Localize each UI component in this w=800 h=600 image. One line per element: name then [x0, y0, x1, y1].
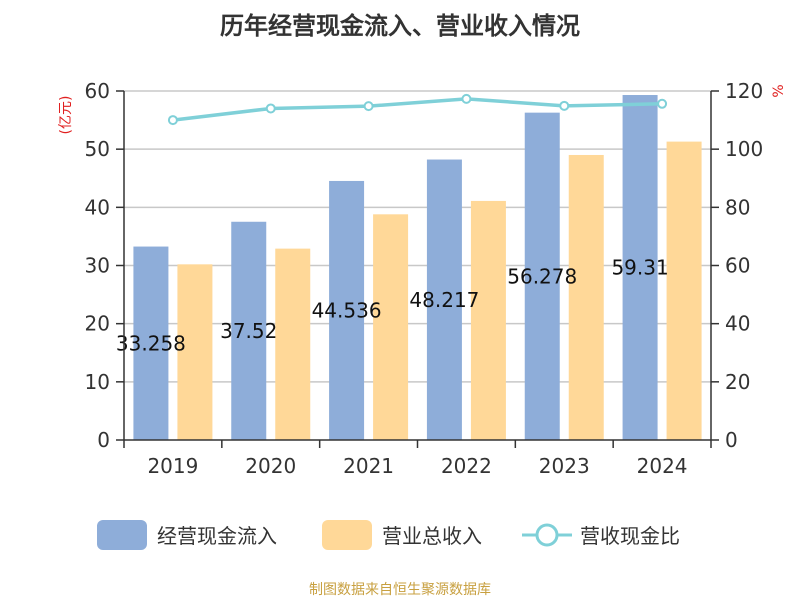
bar-营业总收入-2022	[470, 200, 506, 440]
bar-营业总收入-2019	[177, 264, 213, 440]
line-point-2021	[363, 101, 374, 112]
data-label: 37.52	[220, 319, 277, 343]
bar-经营现金流入-2023	[524, 112, 560, 441]
line-point-2019	[167, 115, 178, 126]
left-axis-tick-label: 50	[85, 137, 110, 161]
bar-经营现金流入-2020	[231, 221, 267, 440]
right-axis-tick-label: 80	[725, 195, 750, 219]
legend-swatch-营业总收入	[322, 520, 372, 550]
bar-series-group	[133, 95, 702, 441]
bar-营业总收入-2023	[568, 154, 604, 440]
right-axis-tick-label: 20	[725, 370, 750, 394]
right-axis-tick-label: 40	[725, 312, 750, 336]
left-axis-tick-label: 30	[85, 254, 110, 278]
line-point-2023	[559, 100, 570, 111]
legend-swatch-经营现金流入	[97, 520, 147, 550]
right-axis-tick-label: 0	[725, 428, 738, 452]
bar-经营现金流入-2024	[622, 95, 658, 441]
line-point-2022	[461, 93, 472, 104]
bar-营业总收入-2020	[275, 248, 311, 440]
legend-label-营收现金比: 营收现金比	[580, 524, 680, 548]
x-axis-tick-label: 2020	[245, 454, 296, 478]
data-label: 56.278	[507, 264, 577, 288]
x-axis-tick-label: 2019	[147, 454, 198, 478]
left-axis-tick-label: 40	[85, 195, 110, 219]
line-point-2024	[657, 98, 668, 109]
right-axis-unit: %	[771, 84, 787, 97]
line-营收现金比	[172, 97, 663, 122]
source-note: 制图数据来自恒生聚源数据库	[309, 582, 491, 598]
axes-group: (亿元) % 0 10 20 30 40 50 60 0 20 40 60 80 100 120 2019 2…	[58, 79, 787, 478]
legend-label-经营现金流入: 经营现金流入	[157, 524, 277, 548]
data-label: 59.31	[611, 256, 668, 280]
bar-营业总收入-2021	[373, 214, 409, 440]
bar-经营现金流入-2019	[133, 246, 169, 440]
line-point-2020	[265, 103, 276, 114]
left-axis-unit: (亿元)	[58, 96, 74, 135]
bar-营业总收入-2024	[666, 141, 702, 441]
data-label: 33.258	[116, 331, 186, 355]
x-axis-tick-label: 2024	[637, 454, 688, 478]
right-axis-tick-label: 60	[725, 254, 750, 278]
right-axis-tick-label: 100	[725, 137, 763, 161]
legend-label-营业总收入: 营业总收入	[382, 524, 482, 548]
data-label: 48.217	[409, 288, 479, 312]
gridlines	[124, 90, 711, 383]
left-axis-tick-label: 20	[85, 312, 110, 336]
left-axis-tick-label: 60	[85, 79, 110, 103]
left-axis-tick-label: 10	[85, 370, 110, 394]
x-axis-tick-label: 2023	[539, 454, 590, 478]
chart-title: 历年经营现金流入、营业收入情况	[220, 12, 580, 40]
bar-经营现金流入-2021	[329, 180, 365, 441]
data-labels-group: 33.258 37.52 44.536 48.217 56.278 59.31	[116, 256, 669, 356]
x-axis-tick-label: 2022	[441, 454, 492, 478]
line-series-group	[167, 93, 668, 126]
legend-swatch-marker	[535, 523, 559, 547]
legend: 经营现金流入 营业总收入 营收现金比	[97, 520, 680, 550]
data-label: 44.536	[312, 298, 382, 322]
right-axis-tick-label: 120	[725, 79, 763, 103]
bar-经营现金流入-2022	[426, 159, 462, 440]
left-axis-tick-label: 0	[97, 428, 110, 452]
x-axis-tick-label: 2021	[343, 454, 394, 478]
